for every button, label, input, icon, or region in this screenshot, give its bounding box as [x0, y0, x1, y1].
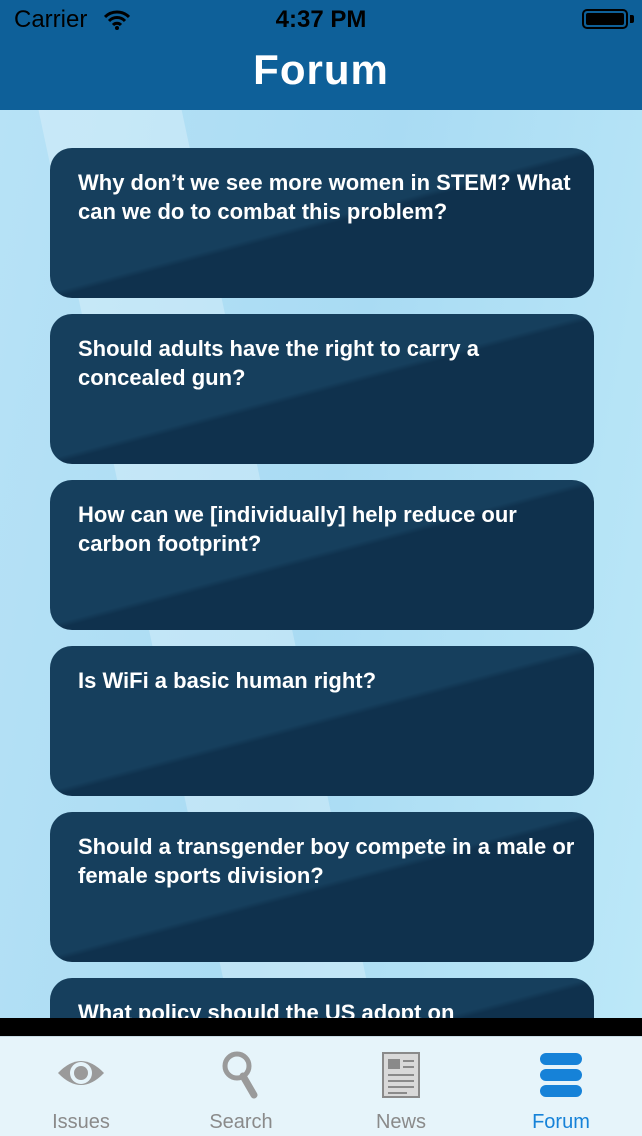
magnifier-icon	[222, 1051, 258, 1099]
forum-card[interactable]: Should a transgender boy compete in a ma…	[50, 812, 594, 962]
carrier-label: Carrier	[14, 6, 88, 33]
newspaper-icon	[382, 1052, 420, 1098]
forum-card[interactable]: Why don’t we see more women in STEM? Wha…	[50, 148, 594, 298]
page-title: Forum	[253, 46, 389, 93]
status-bar: Carrier 4:37 PM	[0, 0, 642, 40]
tab-forum[interactable]: Forum	[481, 1037, 641, 1136]
forum-card-text: Should adults have the right to carry a …	[78, 336, 479, 390]
forum-card-text: What policy should the US adopt on	[78, 1000, 455, 1018]
forum-card-text: Is WiFi a basic human right?	[78, 668, 377, 693]
tab-label: News	[375, 1111, 426, 1133]
tab-label: Forum	[532, 1111, 590, 1133]
battery-cap	[630, 15, 634, 23]
tab-issues[interactable]: Issues	[1, 1037, 161, 1136]
status-time: 4:37 PM	[275, 6, 367, 33]
tab-search[interactable]: Search	[161, 1037, 321, 1136]
battery-icon	[582, 9, 628, 29]
forum-card[interactable]: Is WiFi a basic human right?	[50, 646, 594, 796]
forum-card-text: Should a transgender boy compete in a ma…	[78, 834, 575, 888]
tab-label: Search	[209, 1111, 273, 1133]
tab-news[interactable]: News	[321, 1037, 481, 1136]
tab-bar: Issues Search News	[0, 1036, 642, 1136]
chat-bubbles-icon	[540, 1053, 582, 1097]
eye-icon	[58, 1061, 104, 1085]
tab-label: Issues	[52, 1111, 110, 1133]
forum-card[interactable]: How can we [individually] help reduce ou…	[50, 480, 594, 630]
forum-card-text: How can we [individually] help reduce ou…	[78, 502, 517, 556]
wifi-icon	[104, 10, 130, 30]
header: Carrier 4:37 PM Forum	[0, 0, 642, 110]
forum-card[interactable]: What policy should the US adopt on	[50, 978, 594, 1018]
forum-list[interactable]: Why don’t we see more women in STEM? Wha…	[0, 110, 642, 1018]
forum-card[interactable]: Should adults have the right to carry a …	[50, 314, 594, 464]
forum-card-text: Why don’t we see more women in STEM? Wha…	[78, 170, 571, 224]
